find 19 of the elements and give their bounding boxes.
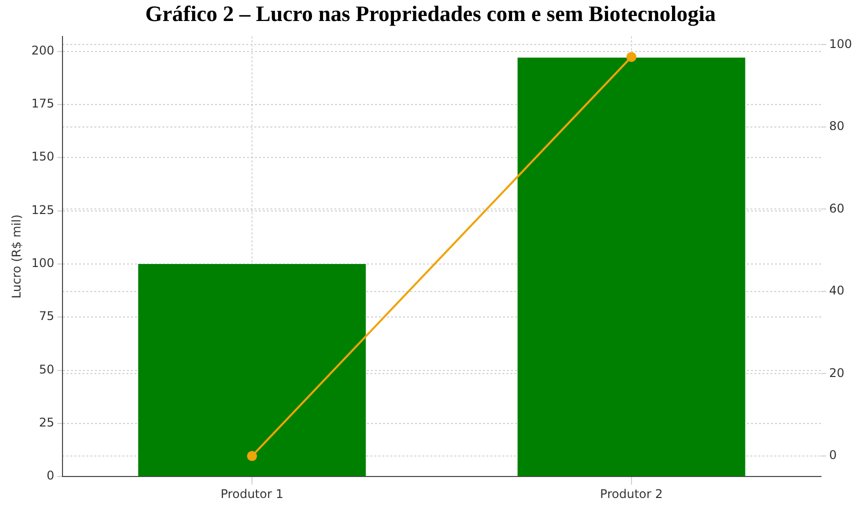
chart-title: Gráfico 2 – Lucro nas Propriedades com e sem Biotecnologia <box>145 0 716 26</box>
y2-tick-label: 20 <box>829 366 844 380</box>
y-tick-label: 175 <box>31 96 54 111</box>
y-tick-label: 0 <box>46 468 54 483</box>
y-tick-label: 100 <box>31 256 54 270</box>
y2-tick-label: 60 <box>829 201 844 216</box>
y-tick-label: 75 <box>39 309 54 324</box>
x-tick-label: Produtor 1 <box>220 486 284 501</box>
y2-tick-label: 80 <box>829 119 844 134</box>
y2-tick-label: 100 <box>829 36 852 51</box>
y-tick-label: 125 <box>31 202 54 217</box>
y-tick-label: 200 <box>31 43 54 58</box>
x-tick-label: Produtor 2 <box>600 486 663 501</box>
y-tick-label: 25 <box>39 416 54 430</box>
y-tick-label: 150 <box>31 150 54 164</box>
y2-tick-label: 0 <box>829 448 837 462</box>
y2-tick-label: 40 <box>829 284 844 298</box>
y-tick-label: 50 <box>39 362 54 376</box>
y-axis-title: Lucro (R$ mil) <box>9 214 24 299</box>
